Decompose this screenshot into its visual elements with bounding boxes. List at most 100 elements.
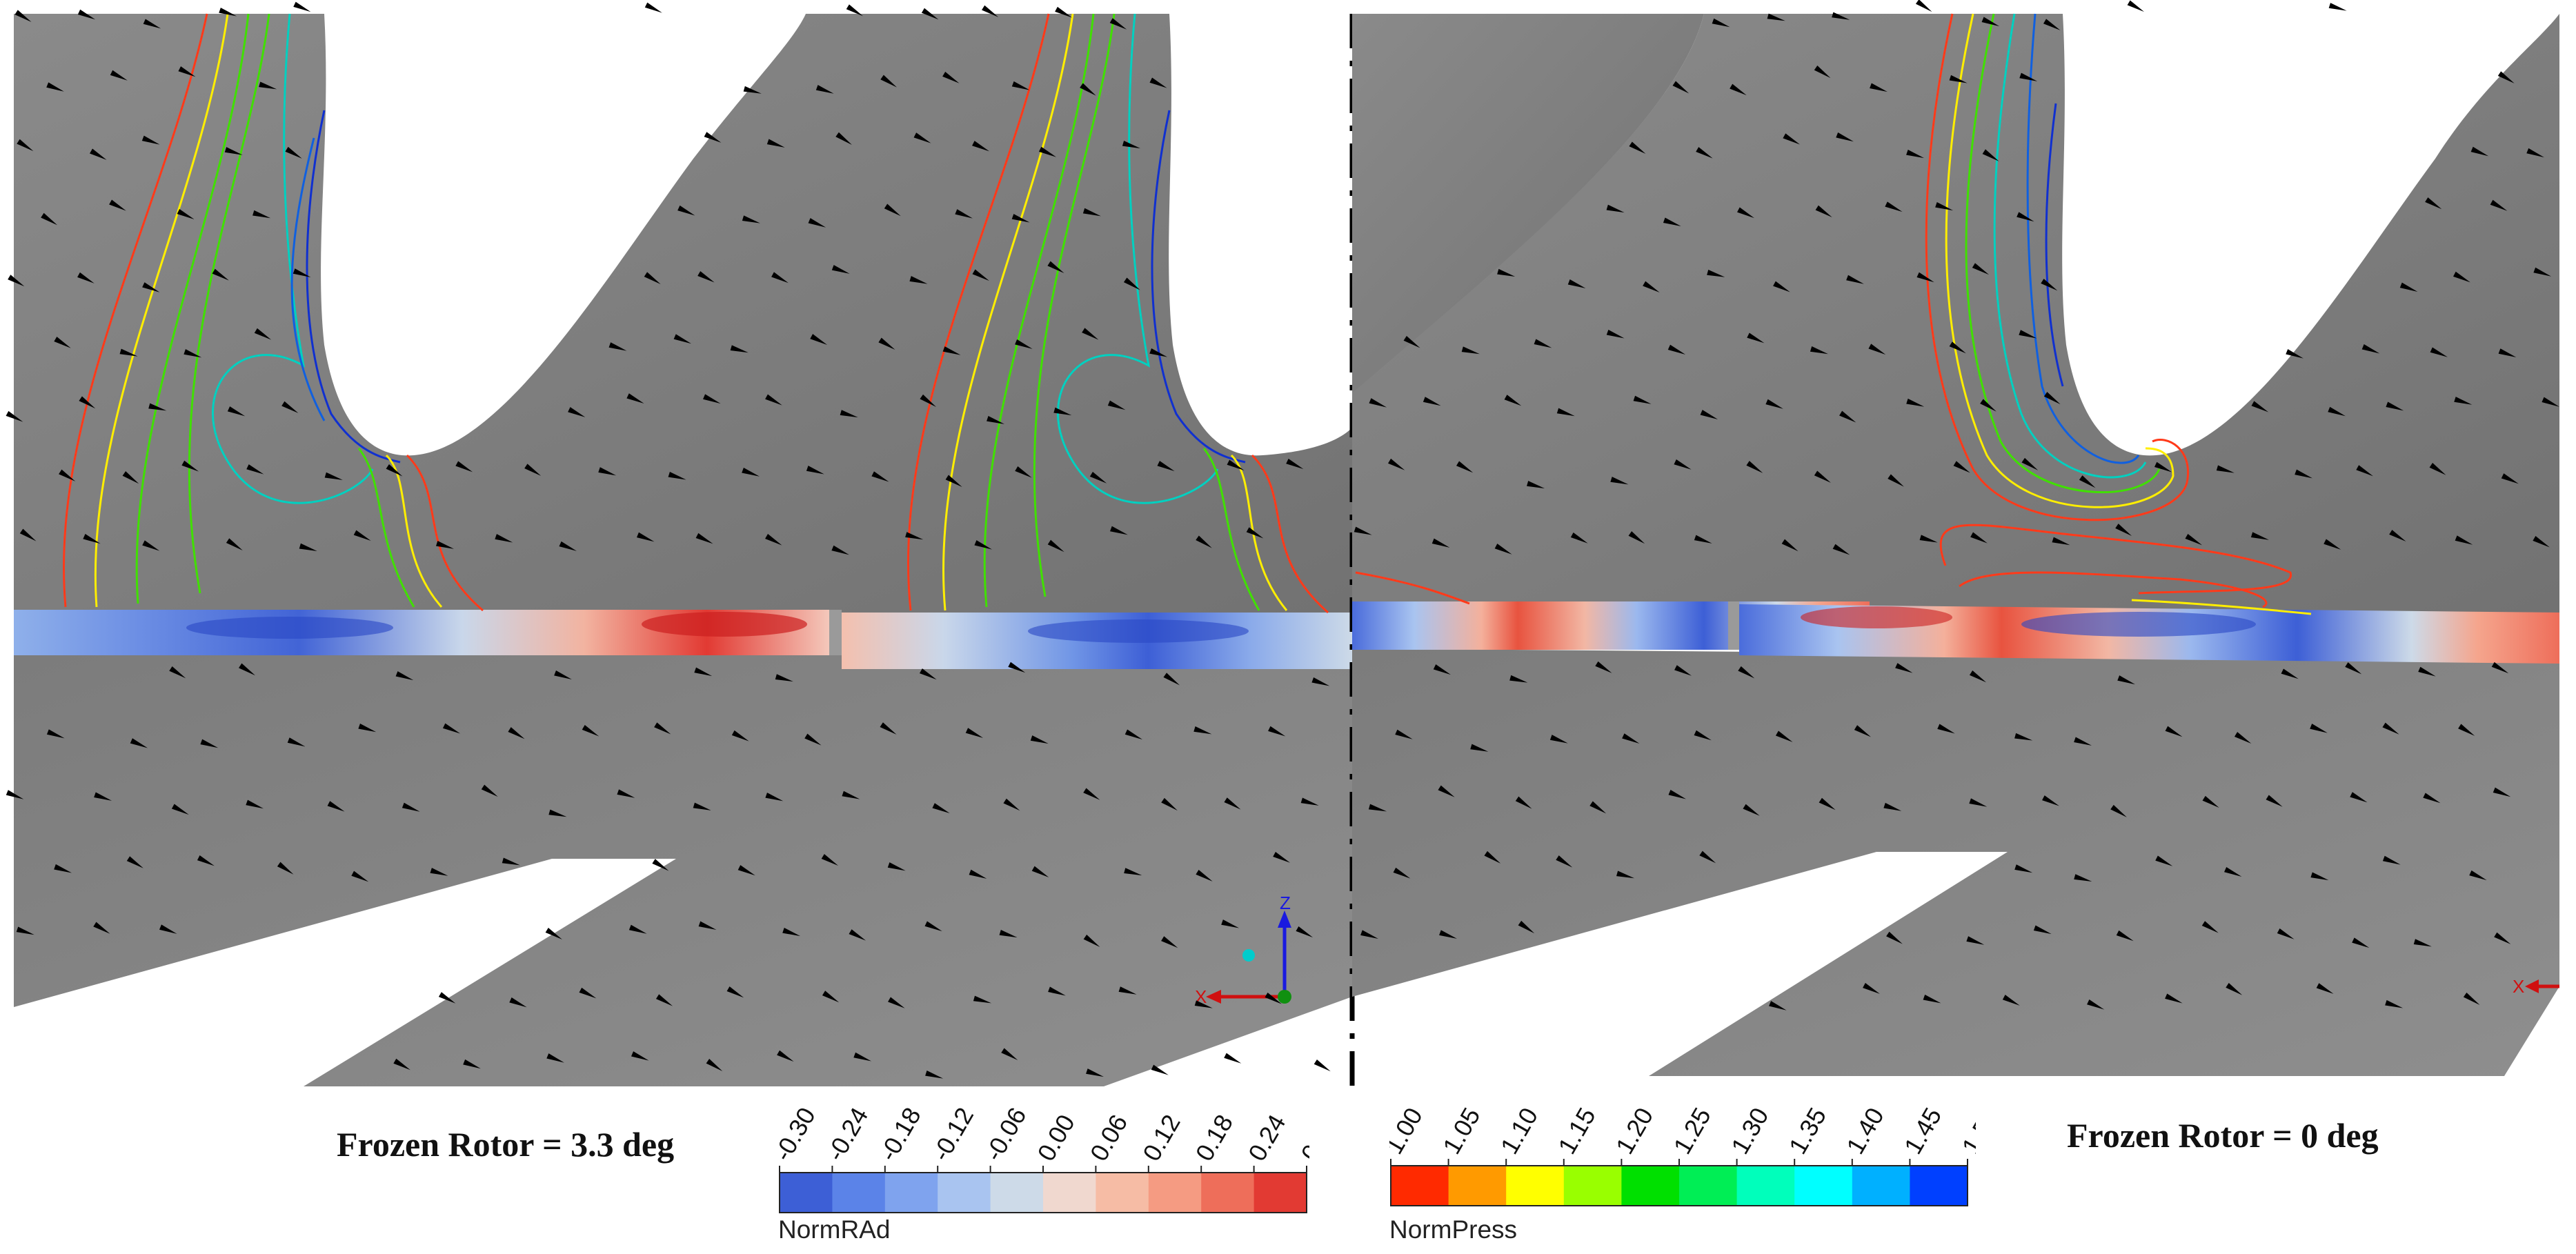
velocity-vector <box>2463 992 2480 1005</box>
velocity-vector <box>598 467 617 476</box>
velocity-vector <box>2019 72 2038 81</box>
velocity-vector <box>2430 347 2448 357</box>
velocity-vector <box>945 475 962 487</box>
velocity-vector <box>1781 539 1799 552</box>
velocity-vector <box>554 670 572 679</box>
velocity-vector <box>2453 271 2470 283</box>
velocity-vector <box>2356 465 2373 477</box>
velocity-vector <box>1393 867 1411 879</box>
velocity-vector <box>1265 992 1282 1004</box>
velocity-vector <box>2014 733 2033 741</box>
velocity-vector <box>2423 793 2441 804</box>
velocity-vector <box>654 722 671 735</box>
velocity-vector <box>579 987 597 999</box>
velocity-vector <box>821 854 838 866</box>
velocity-vector <box>299 543 317 551</box>
velocity-vector <box>2185 533 2203 546</box>
velocity-vector <box>2455 535 2473 545</box>
velocity-vector <box>582 725 600 737</box>
velocity-vector <box>806 466 824 475</box>
velocity-vector <box>1972 263 1990 275</box>
velocity-vector <box>694 667 713 677</box>
velocity-vector <box>2350 792 2368 803</box>
colorbar-tick-label: 0.00 <box>1031 1110 1080 1166</box>
velocity-vector <box>1082 208 1101 217</box>
velocity-vector <box>1149 77 1167 88</box>
colorbar-normpress-title: NormPress <box>1389 1215 1518 1244</box>
velocity-vector <box>1629 141 1646 154</box>
velocity-vector <box>693 802 711 810</box>
velocity-vector <box>2295 469 2312 479</box>
velocity-vector <box>239 663 255 676</box>
velocity-vector <box>1118 986 1137 995</box>
velocity-vector <box>1589 801 1607 814</box>
velocity-vector <box>1622 733 1640 744</box>
velocity-vector <box>1124 868 1142 876</box>
velocity-vector <box>644 2 662 13</box>
velocity-vector <box>1765 399 1783 409</box>
velocity-vector <box>143 19 161 29</box>
velocity-vector <box>955 209 973 219</box>
velocity-vector <box>219 8 237 17</box>
velocity-vector <box>481 784 498 797</box>
velocity-vector <box>1048 986 1066 996</box>
velocity-vector <box>438 992 456 1004</box>
velocity-vector <box>2087 999 2105 1010</box>
velocity-vector <box>1086 1068 1104 1077</box>
velocity-vector <box>925 1071 944 1079</box>
velocity-vector <box>2286 349 2303 359</box>
velocity-vector <box>831 545 849 555</box>
velocity-vector <box>2418 666 2436 677</box>
velocity-vector <box>2328 3 2347 11</box>
right-caption: Frozen Rotor = 0 deg <box>2067 1116 2379 1155</box>
velocity-vector <box>1196 535 1212 548</box>
velocity-vector <box>353 530 371 541</box>
velocity-vector <box>2310 872 2329 881</box>
right-axis-x-arrow <box>2525 979 2539 993</box>
velocity-vector <box>200 739 219 748</box>
left-band-blue-core-2 <box>1028 619 1249 643</box>
velocity-vector <box>1196 869 1213 882</box>
colorbar-tick-label: 1.25 <box>1667 1104 1716 1159</box>
velocity-vector <box>652 859 669 871</box>
velocity-vector <box>509 997 527 1008</box>
velocity-vector <box>285 146 302 159</box>
velocity-vector <box>2165 726 2183 737</box>
velocity-vector <box>905 532 924 540</box>
velocity-vector <box>224 147 243 155</box>
colorbar-swatch <box>1794 1166 1853 1206</box>
axis-z-label: Z <box>1280 893 1291 913</box>
velocity-vector <box>2324 539 2341 550</box>
velocity-vector <box>1431 538 1450 548</box>
colorbar-tick-label: -0.24 <box>821 1104 874 1166</box>
velocity-vector <box>1509 675 1528 683</box>
velocity-vector <box>1606 204 1625 213</box>
velocity-vector <box>880 722 897 735</box>
velocity-vector <box>1227 459 1245 471</box>
velocity-vector <box>1746 461 1763 473</box>
velocity-vector <box>1300 797 1319 806</box>
velocity-vector <box>1819 797 1836 810</box>
velocity-vector <box>2043 392 2061 405</box>
velocity-vector <box>1527 481 1545 489</box>
velocity-vector <box>668 471 686 480</box>
velocity-vector <box>1919 535 1938 543</box>
velocity-vector <box>2127 0 2145 12</box>
colorbar-normpress: 1.00 1.05 1.10 1.15 1.20 1.25 1.30 1.35 1.40 1.45… <box>1389 1104 1976 1248</box>
velocity-vector <box>698 921 717 930</box>
velocity-vector <box>54 864 72 873</box>
velocity-vector <box>1123 277 1140 290</box>
velocity-vector <box>1832 12 1850 20</box>
colorbar-tick-label: -0.12 <box>927 1104 980 1166</box>
velocity-vector <box>1610 477 1629 485</box>
velocity-vector <box>1906 398 1925 407</box>
velocity-vector <box>2002 995 2020 1006</box>
velocity-vector <box>884 203 901 217</box>
right-band-red-core <box>1801 606 1952 628</box>
velocity-vector <box>1423 397 1441 406</box>
velocity-vector <box>2382 722 2399 735</box>
velocity-vector <box>8 275 25 287</box>
velocity-vector <box>766 139 785 148</box>
velocity-vector <box>1949 74 1968 83</box>
